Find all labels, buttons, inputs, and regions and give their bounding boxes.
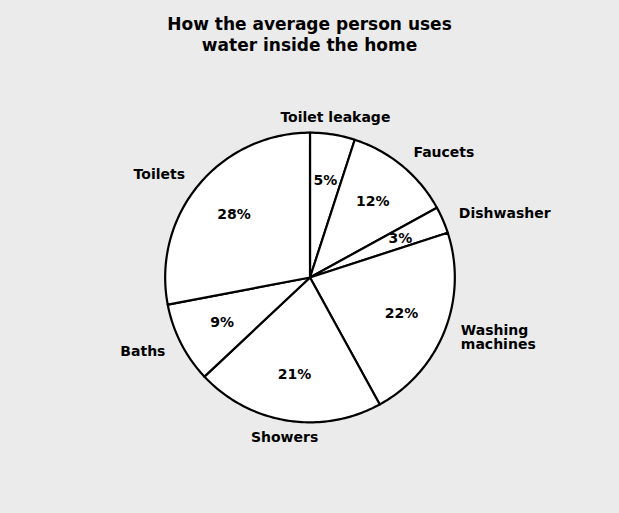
svg-text:12%: 12% [356, 193, 390, 209]
svg-text:22%: 22% [385, 305, 419, 321]
svg-text:28%: 28% [217, 206, 251, 222]
svg-text:Toilet leakage: Toilet leakage [280, 108, 390, 124]
svg-text:21%: 21% [278, 366, 312, 382]
svg-text:Washingmachines: Washingmachines [461, 321, 536, 351]
svg-text:Faucets: Faucets [413, 143, 474, 159]
svg-text:Showers: Showers [251, 429, 318, 445]
svg-text:5%: 5% [314, 171, 338, 187]
svg-text:9%: 9% [210, 313, 234, 329]
html-text:How the average person uses wa: How the average person uses water inside… [167, 14, 452, 56]
svg-text:Baths: Baths [120, 342, 165, 358]
svg-text:3%: 3% [388, 229, 412, 245]
svg-text:Toilets: Toilets [134, 165, 185, 181]
svg-text:Dishwasher: Dishwasher [459, 204, 551, 220]
